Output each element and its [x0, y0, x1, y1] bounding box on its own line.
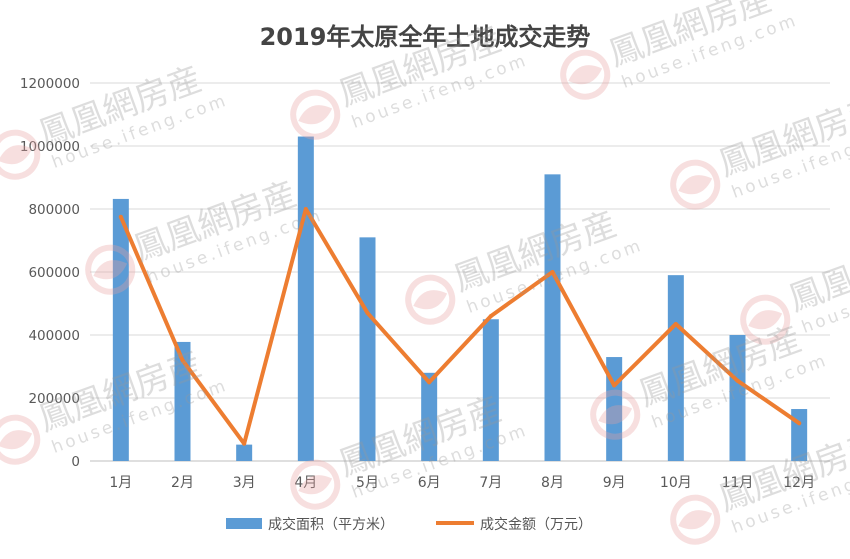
y-axis: 0 200000 400000 600000 800000 1000000 1200000: [20, 76, 80, 470]
line-point: [735, 378, 740, 383]
chart-title: 2019年太原全年土地成交走势: [260, 23, 591, 51]
ifeng-logo-icon: [590, 389, 641, 440]
line-point: [180, 358, 185, 363]
x-tick-label: 12月: [783, 475, 815, 491]
y-tick-label: 1000000: [20, 139, 80, 155]
x-tick-label: 9月: [603, 475, 626, 491]
ifeng-logo-icon: [560, 49, 611, 100]
gridlines: [90, 82, 830, 462]
y-tick-label: 800000: [28, 202, 80, 218]
legend-swatch-area: [226, 518, 262, 529]
line-point: [303, 207, 308, 211]
ifeng-logo-icon: [85, 244, 136, 295]
ifeng-logo-icon: [405, 274, 456, 325]
x-tick-label: 3月: [233, 475, 256, 491]
ifeng-logo-icon: [670, 494, 721, 545]
bar: [174, 341, 191, 461]
x-axis: 1月 2月 3月 4月 5月 6月 7月 8月 9月 10月 11月 12月: [109, 475, 815, 491]
ifeng-logo-icon: [740, 294, 791, 345]
line-point: [242, 441, 247, 446]
line-point: [797, 421, 802, 426]
y-tick-label: 600000: [28, 265, 80, 281]
x-tick-label: 4月: [294, 475, 317, 491]
line-point: [488, 314, 493, 319]
bar: [421, 372, 438, 461]
x-tick-label: 1月: [109, 475, 132, 491]
ifeng-logo-icon: [0, 414, 41, 465]
legend: 成交面积（平方米） 成交金额（万元）: [226, 516, 592, 533]
x-tick-label: 8月: [541, 475, 564, 491]
line-point: [365, 310, 370, 315]
bar: [297, 136, 314, 462]
x-tick-label: 7月: [479, 475, 502, 491]
x-tick-label: 5月: [356, 475, 379, 491]
x-tick-label: 2月: [171, 475, 194, 491]
series-line: [118, 207, 802, 446]
bar: [482, 319, 499, 461]
bar: [667, 275, 684, 461]
ifeng-logo-icon: [670, 159, 721, 210]
x-tick-label: 11月: [722, 475, 754, 491]
x-tick-label: 10月: [660, 475, 692, 491]
y-tick-label: 1200000: [20, 76, 80, 92]
bar: [359, 237, 376, 461]
bar: [729, 335, 746, 461]
y-tick-label: 0: [71, 454, 80, 470]
line-point: [612, 383, 617, 388]
x-tick-label: 6月: [418, 475, 441, 491]
legend-label-area: 成交面积（平方米）: [268, 516, 394, 533]
line-point: [673, 321, 678, 326]
legend-label-amount: 成交金额（万元）: [480, 516, 592, 533]
line-point: [427, 380, 432, 385]
bar: [112, 198, 129, 462]
ifeng-logo-icon: [290, 89, 341, 140]
ifeng-logo-icon: [0, 129, 41, 180]
y-tick-label: 400000: [28, 328, 80, 344]
bar: [544, 174, 561, 461]
line-point: [118, 214, 123, 219]
ifeng-logo-icon: [290, 459, 341, 510]
line-point: [550, 270, 555, 274]
y-tick-label: 200000: [28, 391, 80, 407]
bar: [236, 444, 253, 461]
line-series: [118, 207, 802, 446]
